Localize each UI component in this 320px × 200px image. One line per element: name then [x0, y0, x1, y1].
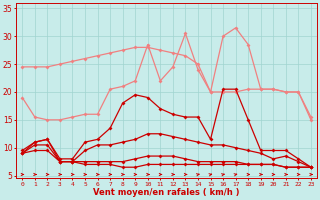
- X-axis label: Vent moyen/en rafales ( km/h ): Vent moyen/en rafales ( km/h ): [93, 188, 240, 197]
